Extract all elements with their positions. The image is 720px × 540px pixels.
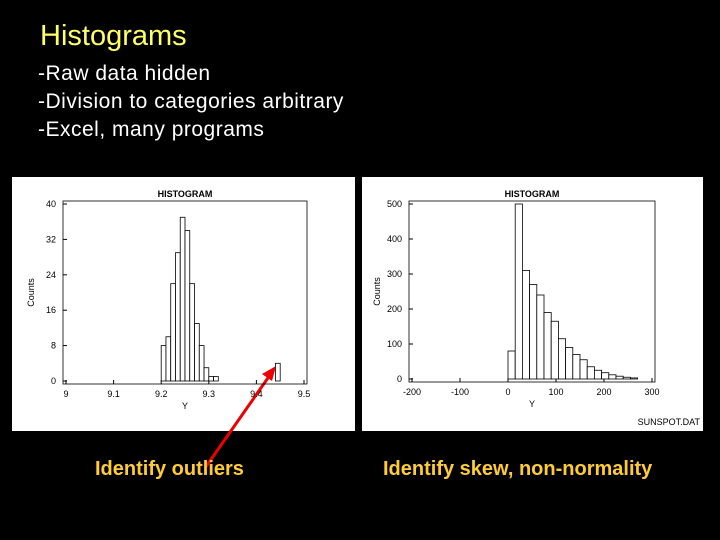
arrow (203, 374, 272, 469)
bar (608, 374, 617, 380)
y-tick-label: 16 (46, 305, 56, 315)
bullet: -Excel, many programs (38, 118, 265, 141)
caption: Identify skew, non-normality (383, 458, 653, 480)
bar (572, 354, 581, 380)
x-tick-label: 0 (505, 387, 510, 397)
bar (160, 345, 167, 382)
bar (189, 283, 195, 382)
bar (536, 294, 545, 380)
y-axis-label: Counts (372, 277, 382, 306)
bar (275, 362, 281, 382)
arrow-head (262, 366, 276, 381)
bar (529, 284, 538, 380)
bar (194, 323, 200, 382)
y-tick-label: 400 (387, 234, 402, 244)
slide-title: Histograms (40, 20, 187, 52)
x-axis-label: Y (182, 401, 188, 411)
x-tick-label: 200 (596, 387, 611, 397)
x-tick-label: 9.4 (250, 389, 263, 399)
bar (601, 372, 610, 380)
bar (622, 376, 631, 380)
bar (208, 376, 214, 382)
y-tick-label: 8 (51, 341, 56, 351)
bar (514, 203, 523, 380)
x-tick-label: 300 (644, 387, 659, 397)
y-tick-label: 0 (51, 376, 56, 386)
bar (594, 369, 603, 380)
chart-title: HISTOGRAM (505, 189, 560, 199)
x-tick-label: 9.5 (298, 389, 311, 399)
bar (179, 216, 186, 382)
bar (550, 320, 559, 380)
y-tick-label: 300 (387, 269, 402, 279)
bar (586, 366, 595, 380)
bar (184, 230, 191, 382)
y-tick-label: 40 (46, 199, 56, 209)
y-tick-label: 24 (46, 270, 56, 280)
bar (543, 312, 552, 380)
bar (630, 377, 639, 380)
bullet: -Raw data hidden (38, 62, 211, 85)
y-tick-label: 32 (46, 234, 56, 244)
bar (558, 338, 567, 380)
bar (198, 345, 205, 382)
x-tick-label: 9.2 (155, 389, 168, 399)
x-tick-label: 100 (548, 387, 563, 397)
bar (507, 350, 516, 380)
note: SUNSPOT.DAT (638, 417, 701, 427)
caption: Identify outliers (95, 458, 244, 480)
y-tick-label: 100 (387, 339, 402, 349)
bar (170, 283, 176, 382)
bar (165, 336, 172, 382)
x-tick-label: 9 (63, 389, 68, 399)
plot-frame (408, 200, 656, 383)
x-tick-label: 9.1 (107, 389, 120, 399)
x-tick-label: -100 (451, 387, 469, 397)
x-axis-label: Y (529, 399, 535, 409)
x-tick-label: 9.3 (203, 389, 216, 399)
y-tick-label: 0 (397, 374, 402, 384)
plot-frame (62, 200, 308, 385)
bar (565, 347, 574, 380)
chart-title: HISTOGRAM (158, 189, 213, 199)
bar (175, 252, 181, 382)
y-axis-label: Counts (26, 278, 36, 307)
bar (579, 359, 588, 380)
bullet: -Division to categories arbitrary (38, 90, 344, 113)
bar (203, 367, 210, 382)
y-tick-label: 200 (387, 304, 402, 314)
bar (615, 375, 624, 380)
bar (213, 376, 219, 382)
x-tick-label: -200 (403, 387, 421, 397)
y-tick-label: 500 (387, 199, 402, 209)
bar (522, 270, 531, 380)
